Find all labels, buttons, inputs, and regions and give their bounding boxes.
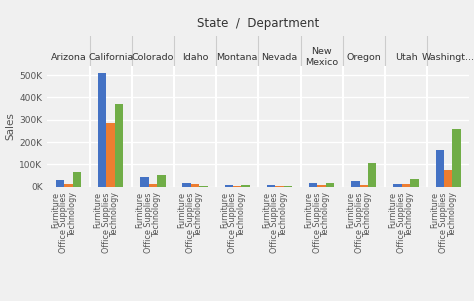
Bar <box>64 185 73 187</box>
Text: Furniture: Furniture <box>431 192 440 228</box>
Text: Office Supplies: Office Supplies <box>228 192 237 253</box>
Text: State  /  Department: State / Department <box>197 17 319 30</box>
Bar <box>73 172 81 187</box>
Text: Technology: Technology <box>279 192 288 237</box>
Text: Furniture: Furniture <box>220 192 229 228</box>
Bar <box>115 104 123 187</box>
Text: Furniture: Furniture <box>389 192 398 228</box>
Text: Oregon: Oregon <box>346 53 381 62</box>
Bar <box>452 129 461 187</box>
Text: Office Supplies: Office Supplies <box>397 192 406 253</box>
Text: Furniture: Furniture <box>346 192 356 228</box>
Text: Office Supplies: Office Supplies <box>60 192 69 253</box>
Bar <box>199 186 208 187</box>
Bar <box>436 150 444 187</box>
Bar <box>149 184 157 187</box>
Bar <box>182 183 191 187</box>
Text: Colorado: Colorado <box>132 53 174 62</box>
Text: Nevada: Nevada <box>261 53 298 62</box>
Text: Furniture: Furniture <box>93 192 102 228</box>
Text: Office Supplies: Office Supplies <box>355 192 364 253</box>
Bar <box>368 163 376 187</box>
Bar <box>140 177 149 187</box>
Text: Technology: Technology <box>194 192 203 237</box>
Text: Technology: Technology <box>152 192 161 237</box>
Text: California: California <box>88 53 133 62</box>
Bar <box>233 186 241 187</box>
Bar <box>351 181 360 187</box>
Bar <box>410 179 419 187</box>
Text: Technology: Technology <box>321 192 330 237</box>
Text: Utah: Utah <box>395 53 417 62</box>
Text: New
Mexico: New Mexico <box>305 48 338 67</box>
Text: Technology: Technology <box>405 192 414 237</box>
Bar <box>98 73 107 187</box>
Bar <box>393 185 402 187</box>
Text: Office Supplies: Office Supplies <box>439 192 448 253</box>
Bar <box>275 186 283 187</box>
Text: Office Supplies: Office Supplies <box>313 192 321 253</box>
Text: Office Supplies: Office Supplies <box>186 192 195 253</box>
Bar <box>326 183 334 187</box>
Text: Technology: Technology <box>110 192 119 237</box>
Text: Furniture: Furniture <box>136 192 145 228</box>
Bar <box>241 185 250 187</box>
Bar <box>444 170 452 187</box>
Text: Technology: Technology <box>363 192 372 237</box>
Text: Office Supplies: Office Supplies <box>271 192 279 253</box>
Bar <box>283 186 292 187</box>
Text: Montana: Montana <box>217 53 258 62</box>
Text: Idaho: Idaho <box>182 53 208 62</box>
Text: Furniture: Furniture <box>178 192 187 228</box>
Text: Washingt...: Washingt... <box>422 53 474 62</box>
Text: Technology: Technology <box>68 192 77 237</box>
Bar <box>309 183 318 187</box>
Y-axis label: Sales: Sales <box>5 113 15 140</box>
Bar <box>157 175 165 187</box>
Bar <box>267 185 275 187</box>
Bar <box>191 184 199 187</box>
Bar <box>402 184 410 187</box>
Bar <box>56 180 64 187</box>
Bar <box>318 185 326 187</box>
Bar <box>107 123 115 187</box>
Text: Furniture: Furniture <box>51 192 60 228</box>
Bar <box>360 185 368 187</box>
Bar <box>225 185 233 187</box>
Text: Office Supplies: Office Supplies <box>102 192 110 253</box>
Text: Arizona: Arizona <box>51 53 86 62</box>
Text: Office Supplies: Office Supplies <box>144 192 153 253</box>
Text: Technology: Technology <box>447 192 456 237</box>
Text: Furniture: Furniture <box>304 192 313 228</box>
Text: Technology: Technology <box>237 192 246 237</box>
Text: Furniture: Furniture <box>262 192 271 228</box>
